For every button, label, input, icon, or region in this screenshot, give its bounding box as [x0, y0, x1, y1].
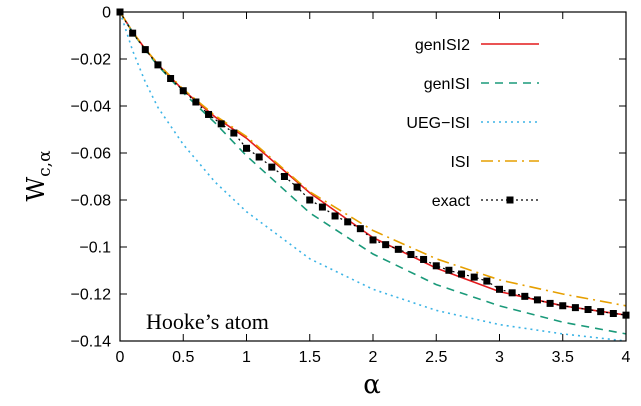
exact-data-point	[167, 75, 175, 83]
y-tick-label: 0	[102, 5, 111, 22]
exact-data-point	[141, 46, 149, 54]
exact-data-point	[217, 120, 225, 128]
exact-data-point	[445, 266, 453, 274]
y-axis-label-sub: c,α	[35, 150, 55, 177]
y-tick-label: −0.04	[71, 99, 112, 116]
markers-layer	[116, 8, 630, 319]
y-tick-label: −0.06	[71, 146, 112, 163]
exact-data-point	[420, 255, 428, 263]
ticks-layer: 0 0.5 1 1.5 2 2.5 3 3.5 4 0 −0.02 −0.04 −0.06 −0.08 −0…	[71, 5, 631, 367]
y-tick-label: −0.08	[71, 193, 112, 210]
annotation-label: Hooke’s atom	[146, 309, 269, 334]
series-line-ueg-isi	[120, 12, 626, 341]
exact-data-point	[584, 306, 592, 314]
series-line-exact	[120, 12, 626, 316]
legend-label: genISI	[424, 76, 470, 93]
exact-data-point	[559, 302, 567, 310]
legend-label: UEG−ISI	[406, 115, 470, 132]
legend-label: ISI	[450, 154, 470, 171]
exact-data-point	[205, 110, 213, 118]
legend-label: exact	[432, 193, 471, 210]
exact-data-point	[369, 236, 377, 244]
exact-data-point	[521, 292, 529, 300]
exact-data-point	[230, 129, 238, 137]
exact-data-point	[129, 29, 137, 37]
exact-data-point	[483, 277, 491, 285]
x-tick-label: 3	[495, 349, 504, 366]
y-axis-label: Wc,α	[22, 150, 55, 202]
exact-data-point	[243, 144, 250, 152]
exact-data-point	[318, 203, 326, 211]
legend-label: genISI2	[415, 37, 470, 54]
y-tick-label: −0.12	[71, 287, 112, 304]
y-axis-label-main: W	[22, 177, 50, 202]
x-tick-label: 1	[242, 349, 251, 366]
exact-data-point	[356, 225, 364, 233]
exact-data-point	[306, 196, 314, 204]
y-tick-label: −0.14	[71, 334, 112, 351]
exact-data-point	[533, 296, 541, 304]
y-tick-label: −0.02	[71, 52, 112, 69]
exact-data-point	[609, 310, 617, 318]
exact-data-point	[394, 245, 402, 253]
exact-data-point	[280, 173, 288, 180]
exact-data-point	[344, 218, 352, 226]
exact-data-point	[179, 87, 187, 95]
exact-data-point	[432, 262, 440, 270]
exact-data-point	[255, 153, 263, 161]
exact-data-point	[496, 285, 503, 293]
exact-data-point	[293, 183, 301, 191]
series-layer	[120, 12, 626, 341]
exact-data-point	[571, 304, 579, 312]
series-line-genisi	[120, 12, 626, 335]
exact-data-point	[382, 241, 390, 249]
legend: genISI2 genISI UEG−ISI ISI exact	[406, 37, 539, 210]
x-tick-label: 1.5	[299, 349, 321, 366]
exact-data-point	[154, 61, 162, 69]
exact-data-point	[331, 212, 339, 220]
x-tick-label: 0	[116, 349, 125, 366]
exact-data-point	[470, 273, 478, 281]
x-axis-label: α	[363, 370, 381, 400]
series-line-genisi2	[120, 12, 626, 316]
x-tick-label: 0.5	[172, 349, 194, 366]
exact-data-point	[458, 270, 466, 278]
x-tick-label: 3.5	[552, 349, 574, 366]
exact-data-point	[508, 289, 516, 297]
x-tick-label: 2.5	[425, 349, 447, 366]
series-line-isi	[120, 12, 626, 307]
exact-data-point	[546, 299, 554, 307]
x-tick-label: 2	[369, 349, 378, 366]
exact-data-point	[597, 308, 605, 316]
x-tick-label: 4	[622, 349, 631, 366]
exact-data-point	[268, 163, 276, 171]
y-tick-label: −0.1	[79, 240, 111, 257]
exact-data-point	[407, 251, 415, 259]
svg-text:Wc,α: Wc,α	[22, 150, 55, 202]
legend-marker	[506, 196, 514, 204]
exact-data-point	[192, 98, 200, 106]
plot-frame	[119, 11, 627, 342]
